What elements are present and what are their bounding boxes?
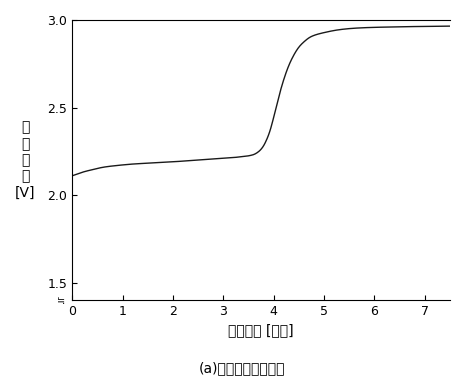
Y-axis label: 端
子
電
圧
[V]: 端 子 電 圧 [V] <box>15 121 35 199</box>
Text: ≒: ≒ <box>57 296 65 306</box>
X-axis label: 充電時間 [時間]: 充電時間 [時間] <box>228 323 294 337</box>
Text: (a)　端子電圧の変化: (a) 端子電圧の変化 <box>199 361 285 375</box>
